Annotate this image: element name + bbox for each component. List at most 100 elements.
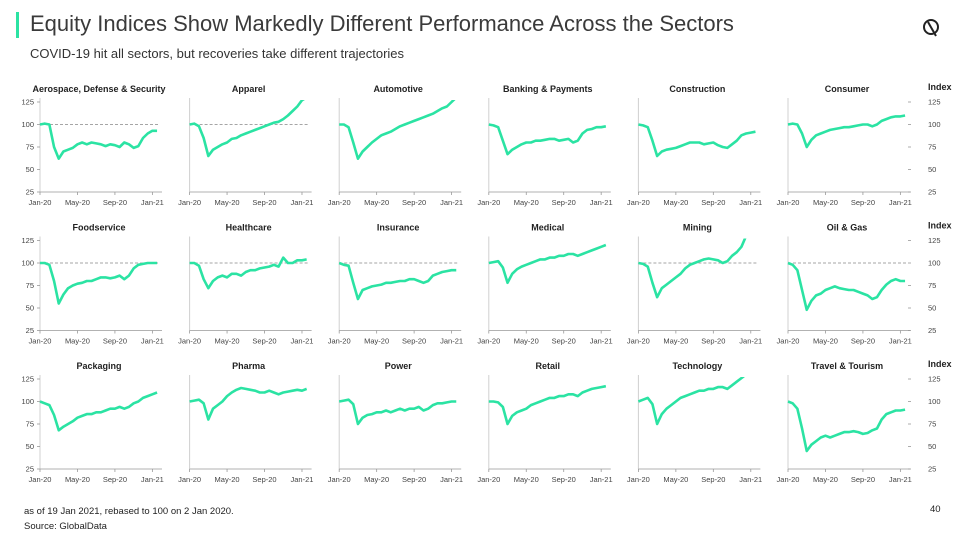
y-tick-label: 100 [928,120,941,129]
y-tick-label: 25 [26,188,34,197]
x-tick-label: Sep-20 [103,337,127,346]
x-tick-label: May-20 [65,198,90,207]
x-tick-label: Sep-20 [701,475,725,484]
series-line [488,243,607,285]
x-tick-label: Jan-20 [777,475,800,484]
y-axis-label: Index [928,221,952,231]
footnote: as of 19 Jan 2021, rebased to 100 on 2 J… [24,506,234,517]
x-tick-label: Jan-20 [328,198,351,207]
x-tick-label: Jan-20 [777,198,800,207]
x-tick-label: May-20 [215,337,240,346]
x-tick-label: Sep-20 [103,475,127,484]
panel: Healthcare Jan-20 May-20 Sep-20 Jan-21 [178,223,313,346]
x-tick-label: May-20 [65,337,90,346]
x-tick-label: Jan-21 [440,337,463,346]
x-tick-label: Jan-21 [141,337,164,346]
y-tick-label: 75 [26,281,34,290]
series-line [637,377,745,426]
y-axis-label: Index [928,82,952,92]
series-line [488,384,607,426]
y-tick-label: 50 [26,165,34,174]
logo-ring [923,19,939,35]
series-line [787,261,906,312]
y-tick-label: 50 [26,304,34,313]
panel-title: Construction [669,84,725,94]
panel: Mining Jan-20 May-20 Sep-20 Jan-21 [627,223,762,346]
panel: Construction Jan-20 May-20 Sep-20 Jan-21 [627,84,762,207]
x-tick-label: May-20 [364,198,389,207]
series-line [338,261,457,301]
panel-title: Power [385,361,413,371]
x-tick-label: Sep-20 [252,475,276,484]
series-line [787,114,906,149]
x-tick-label: Jan-21 [739,198,762,207]
x-tick-label: Jan-21 [889,475,912,484]
x-tick-label: Sep-20 [552,475,576,484]
x-tick-label: Jan-20 [178,337,201,346]
panel: Foodservice Jan-20 May-20 Sep-20 Jan-21 25 50 7… [21,223,163,346]
panel-title: Retail [536,361,561,371]
page-title: Equity Indices Show Markedly Different P… [30,11,734,36]
y-tick-label: 100 [928,259,941,268]
x-tick-label: Jan-21 [889,337,912,346]
y-tick-label: 25 [26,326,34,335]
series-line [189,100,305,158]
y-tick-label: 75 [928,420,936,429]
x-tick-label: Jan-20 [477,198,500,207]
y-tick-label: 125 [21,98,34,107]
series-line [488,123,607,156]
panel-title: Technology [672,361,722,371]
series-line [638,238,747,299]
panel-title: Apparel [232,84,266,94]
x-tick-label: Sep-20 [103,198,127,207]
x-tick-label: Jan-20 [627,198,650,207]
x-tick-label: Sep-20 [851,475,875,484]
page-subtitle: COVID-19 hit all sectors, but recoveries… [30,46,405,61]
panel-title: Automotive [373,84,423,94]
x-tick-label: May-20 [813,337,838,346]
y-tick-label: 50 [928,442,936,451]
logo-stroke [927,21,937,37]
panel: Apparel Jan-20 May-20 Sep-20 Jan-21 [178,84,313,207]
series-line [189,256,307,290]
title-accent [16,12,19,38]
x-tick-label: Jan-21 [291,475,314,484]
x-tick-label: Jan-20 [328,337,351,346]
panel: Pharma Jan-20 May-20 Sep-20 Jan-21 [178,361,313,484]
panel: Automotive Jan-20 May-20 Sep-20 Jan-21 [328,84,463,207]
x-tick-label: May-20 [663,198,688,207]
x-tick-label: Jan-21 [440,475,463,484]
series-line [40,261,158,305]
page-number: 40 [930,504,941,515]
x-tick-label: Jan-20 [29,337,52,346]
x-tick-label: Jan-21 [590,337,613,346]
x-tick-label: Sep-20 [402,475,426,484]
x-tick-label: Jan-20 [178,475,201,484]
y-tick-label: 125 [928,236,941,245]
y-tick-label: 100 [21,259,34,268]
x-tick-label: May-20 [364,337,389,346]
x-tick-label: Jan-20 [29,475,52,484]
series-line [39,122,158,160]
panel: Medical Jan-20 May-20 Sep-20 Jan-21 [477,223,612,346]
panel-title: Oil & Gas [827,223,868,233]
y-tick-label: 25 [928,326,936,335]
x-tick-label: May-20 [215,198,240,207]
series-line [39,391,158,432]
x-tick-label: May-20 [663,337,688,346]
x-tick-label: May-20 [514,337,539,346]
y-axis-label: Index [928,359,952,369]
x-tick-label: Sep-20 [851,198,875,207]
x-tick-label: May-20 [663,475,688,484]
panel: Aerospace, Defense & Security Jan-20 May-2… [21,84,165,207]
panel-title: Banking & Payments [503,84,593,94]
x-tick-label: Jan-20 [29,198,52,207]
x-tick-label: May-20 [65,475,90,484]
panel-title: Aerospace, Defense & Security [32,84,165,94]
x-tick-label: Sep-20 [252,198,276,207]
panel: Technology Jan-20 May-20 Sep-20 Jan-21 [627,361,762,484]
y-tick-label: 75 [928,281,936,290]
x-tick-label: Jan-20 [178,198,201,207]
x-tick-label: Jan-20 [477,475,500,484]
